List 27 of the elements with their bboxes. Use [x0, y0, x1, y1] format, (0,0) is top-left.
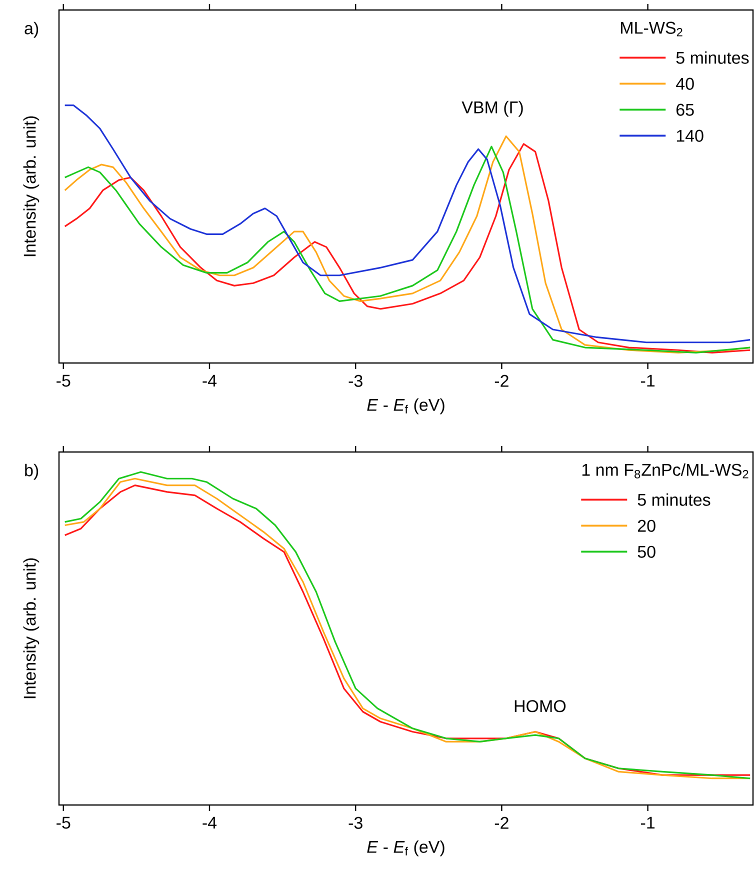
chart-title: a) [24, 22, 38, 38]
x-tick-label: -5 [56, 816, 70, 829]
legend-label: 65 [676, 104, 694, 116]
legend-label: 20 [638, 520, 656, 532]
legend-label: 140 [676, 130, 704, 142]
x-tick-label: -4 [202, 816, 217, 829]
annotation: HOMO [514, 700, 566, 712]
x-tick-label: -3 [348, 374, 362, 387]
x-axis-title: E - E$_{f}$ (eV) [367, 398, 444, 414]
legend-title: ML-WS$_{2}$ [621, 22, 682, 36]
y-axis-title: Intensity (arb. unit) [23, 116, 40, 256]
x-tick-label: -4 [202, 374, 217, 387]
y-axis-title: Intensity (arb. unit) [23, 558, 40, 698]
x-tick-label: -3 [348, 816, 362, 829]
x-tick-label: -5 [56, 374, 70, 387]
x-tick-label: -1 [641, 374, 655, 387]
legend-label: 5 minutes [638, 493, 710, 506]
chart-title: b) [25, 464, 38, 480]
x-tick-label: -2 [494, 816, 508, 829]
legend-label: 5 minutes [676, 51, 749, 64]
x-tick-label: -2 [494, 374, 508, 387]
x-axis-title: E - E$_{f}$ (eV) [367, 840, 444, 856]
legend-title: 1 nm F$_{8}$ZnPc/ML-WS$_{2}$ [582, 463, 748, 478]
legend-label: 50 [638, 546, 656, 558]
annotation: VBM (Γ) [462, 100, 523, 117]
x-tick-label: -1 [641, 816, 655, 829]
legend-label: 40 [676, 78, 694, 90]
